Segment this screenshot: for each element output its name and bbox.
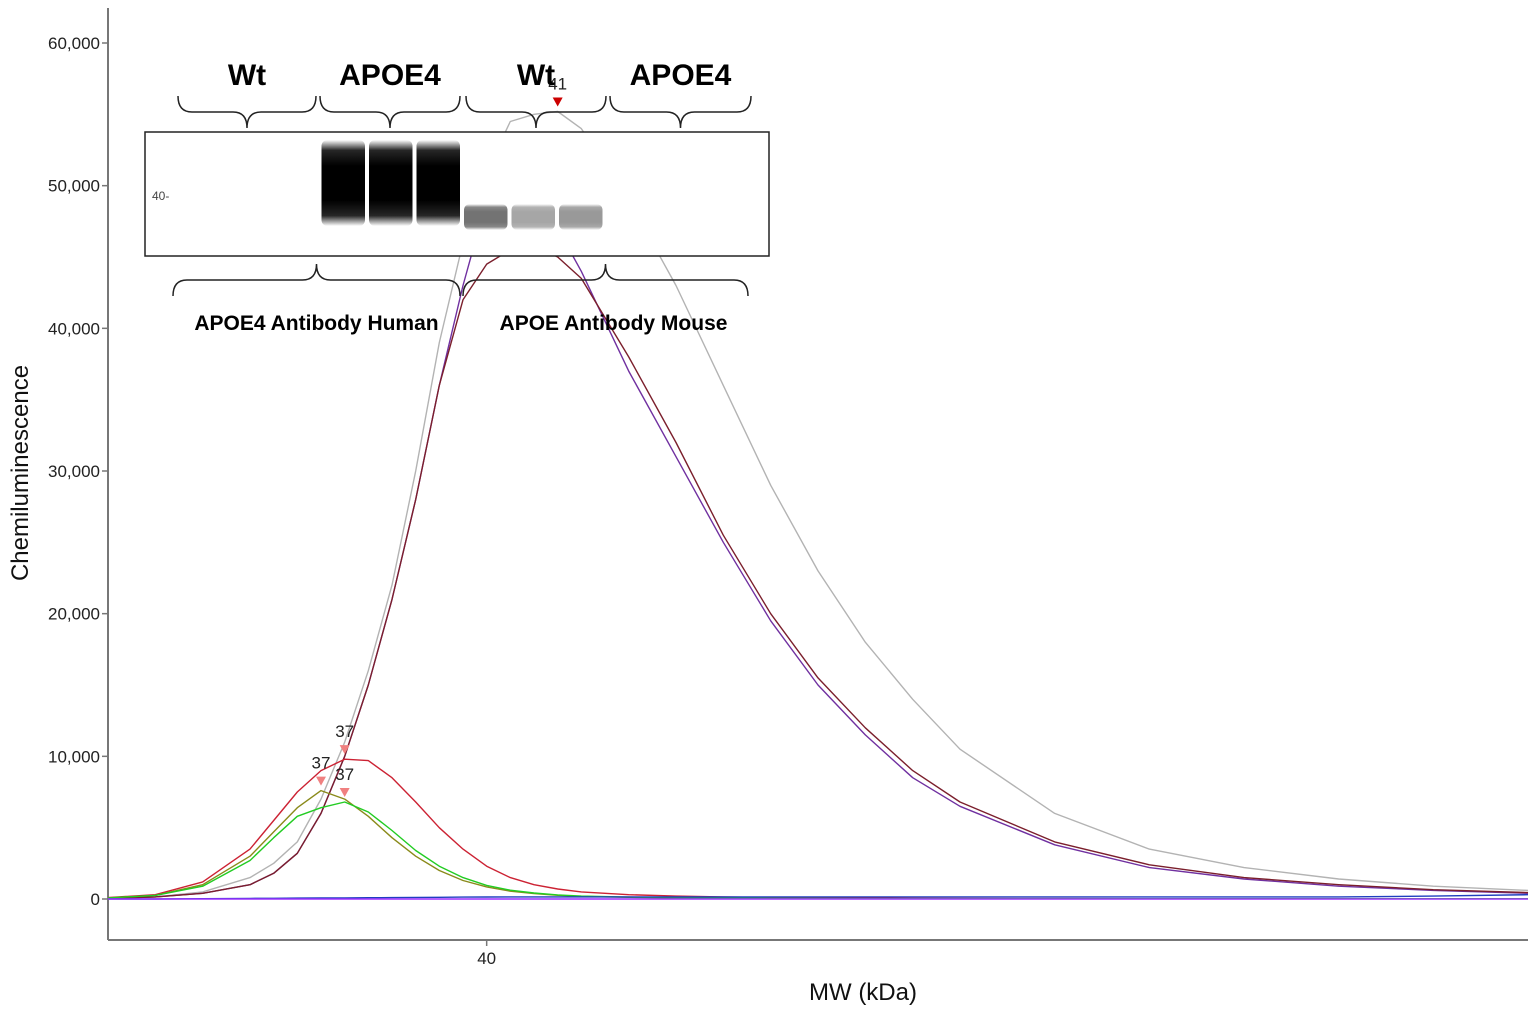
blot-top-label: APOE4 [339, 59, 441, 92]
blot-band [511, 204, 555, 230]
peak-label: 37 [335, 722, 354, 741]
peak-label: 37 [335, 765, 354, 784]
y-tick-label: 30,000 [48, 462, 100, 481]
y-tick-label: 10,000 [48, 747, 100, 766]
x-axis-title: MW (kDa) [809, 979, 917, 1006]
blot-bottom-label: APOE4 Antibody Human [194, 312, 438, 335]
peak-marker [339, 745, 350, 755]
blot-band [559, 204, 603, 230]
series-line-2 [107, 173, 1529, 899]
blot-band [321, 140, 365, 226]
axes: 0 10,000 20,000 30,000 40,000 50,000 60,000 40 [48, 8, 1528, 968]
y-tick-label: 0 [91, 890, 100, 909]
peak-marker [316, 776, 326, 786]
peak-label: 41 [548, 74, 567, 93]
y-tick-label: 20,000 [48, 605, 100, 624]
blot-top-label: Wt [517, 59, 555, 92]
blot-band [416, 140, 460, 226]
top-brace [465, 95, 607, 129]
y-axis-title: Chemiluminescence [7, 365, 34, 581]
blot-band [369, 140, 413, 226]
peak-marker [339, 787, 350, 797]
peak-marker [552, 97, 563, 107]
y-tick-label: 50,000 [48, 177, 100, 196]
blot-marker-label: 40- [152, 189, 169, 203]
y-tick-label: 60,000 [48, 34, 100, 53]
blot-top-label: Wt [228, 59, 266, 92]
blot-bottom-label: APOE Antibody Mouse [500, 312, 728, 335]
top-brace [177, 95, 317, 129]
peak-label: 37 [312, 754, 331, 773]
blot-band [464, 204, 508, 230]
x-tick-label: 40 [477, 949, 496, 968]
western-blot-inset: 40- Wt APOE4 Wt APOE4 APOE4 Antibody Human APO… [144, 59, 770, 335]
y-tick-label: 40,000 [48, 319, 100, 338]
bottom-brace [462, 263, 749, 297]
bottom-brace [172, 263, 461, 297]
top-brace [319, 95, 461, 129]
blot-top-label: APOE4 [630, 59, 732, 92]
top-brace [609, 95, 752, 129]
series-line-7 [108, 894, 1529, 900]
